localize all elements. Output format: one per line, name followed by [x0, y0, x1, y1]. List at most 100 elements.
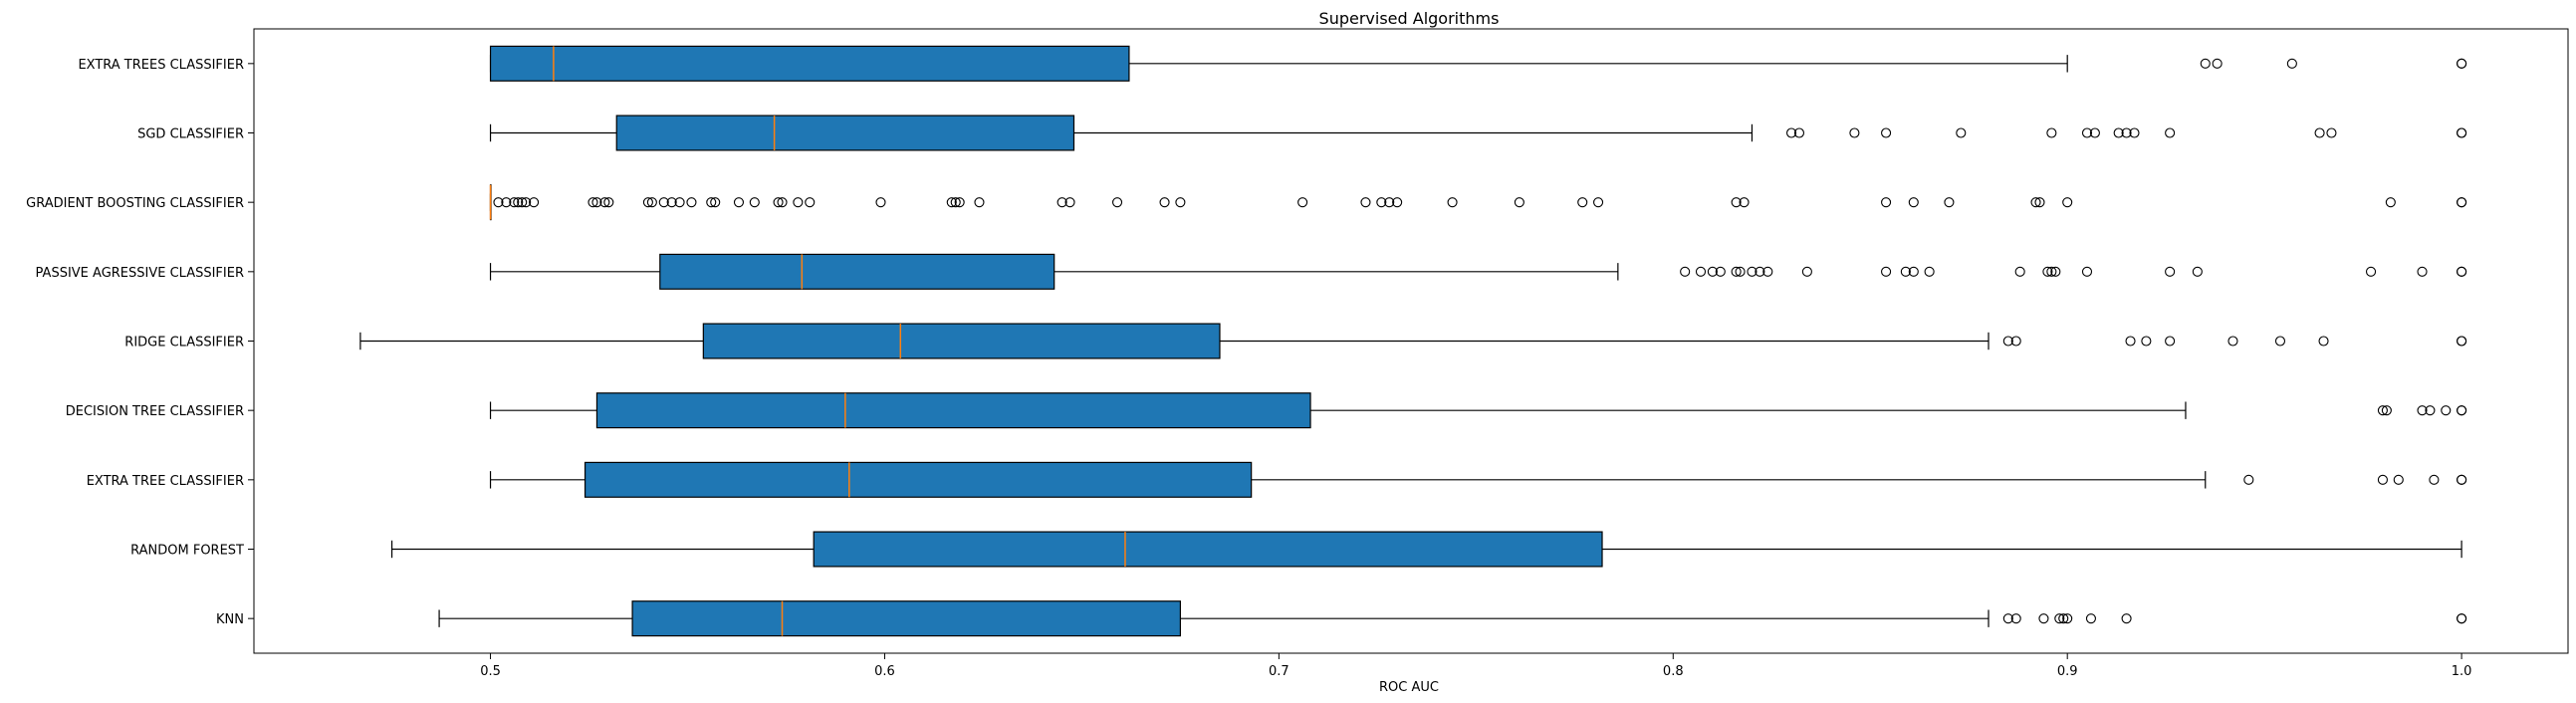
flier-point	[2042, 266, 2053, 277]
x-axis: 0.5 0.6 0.7 0.8 0.9 1.0	[480, 653, 2471, 679]
flier-point	[674, 197, 685, 208]
flier-point	[1793, 127, 1805, 138]
box	[631, 600, 1181, 637]
flier-point	[2441, 405, 2452, 416]
flier-point	[710, 197, 721, 208]
flier-point	[2165, 127, 2176, 138]
flier-point	[1297, 197, 1308, 208]
flier-point	[2381, 405, 2392, 416]
box-group	[390, 531, 2462, 568]
flier-point	[1735, 266, 1746, 277]
flier-point	[666, 197, 677, 208]
flier-point	[2050, 266, 2061, 277]
y-tick-label: EXTRA TREE CLASSIFIER	[87, 474, 244, 489]
flier-point	[1447, 197, 1458, 208]
flier-point	[1731, 266, 1742, 277]
flier-point	[587, 197, 598, 208]
flier-point	[1944, 197, 1955, 208]
x-tick-label: 0.8	[1663, 664, 1684, 679]
flier-point	[2121, 613, 2132, 624]
box-group	[359, 323, 2467, 359]
flier-point	[1056, 197, 1067, 208]
flier-point	[493, 197, 504, 208]
flier-point	[2014, 266, 2025, 277]
flier-point	[1881, 266, 1892, 277]
y-tick-label: EXTRA TREES CLASSIFIER	[78, 58, 244, 73]
flier-point	[1731, 197, 1742, 208]
flier-point	[599, 197, 610, 208]
flier-point	[1739, 197, 1750, 208]
box-group	[489, 461, 2467, 498]
box-group	[489, 45, 2467, 82]
flier-point	[777, 197, 788, 208]
flier-point	[1593, 197, 1604, 208]
flier-point	[2085, 613, 2096, 624]
flier-point	[517, 197, 528, 208]
flier-point	[2192, 266, 2203, 277]
flier-point	[793, 197, 804, 208]
y-tick-label: DECISION TREE CLASSIFIER	[66, 404, 244, 419]
flier-point	[2038, 613, 2049, 624]
box-group	[489, 184, 2467, 221]
flier-point	[1376, 197, 1387, 208]
flier-point	[2089, 127, 2100, 138]
flier-point	[2010, 613, 2021, 624]
flier-point	[1111, 197, 1123, 208]
flier-point	[658, 197, 669, 208]
flier-point	[1956, 127, 1967, 138]
flier-point	[2002, 336, 2013, 347]
flier-point	[1514, 197, 1524, 208]
flier-point	[2393, 474, 2404, 485]
flier-point	[1064, 197, 1075, 208]
flier-point	[1707, 266, 1718, 277]
flier-point	[2030, 197, 2041, 208]
flier-point	[2417, 405, 2428, 416]
x-axis-label: ROC AUC	[1379, 680, 1439, 695]
y-tick-label: PASSIVE AGRESSIVE CLASSIFIER	[36, 266, 244, 281]
box	[659, 253, 1055, 290]
flier-point	[1762, 266, 1773, 277]
flier-point	[686, 197, 697, 208]
flier-point	[2457, 613, 2467, 624]
flier-point	[1384, 197, 1395, 208]
x-tick-label: 0.5	[480, 664, 501, 679]
flier-point	[1786, 127, 1797, 138]
flier-point	[1755, 266, 1765, 277]
flier-point	[2141, 336, 2152, 347]
flier-point	[2081, 127, 2093, 138]
flier-point	[2165, 336, 2176, 347]
boxes-layer	[359, 45, 2467, 637]
flier-point	[2377, 474, 2388, 485]
flier-point	[646, 197, 657, 208]
box	[489, 45, 1130, 82]
flier-point	[2457, 336, 2467, 347]
flier-point	[2457, 405, 2467, 416]
flier-point	[2457, 58, 2467, 69]
flier-point	[2243, 474, 2254, 485]
flier-point	[1801, 266, 1812, 277]
flier-point	[2054, 613, 2065, 624]
y-tick-label: GRADIENT BOOSTING CLASSIFIER	[26, 196, 244, 211]
flier-point	[946, 197, 957, 208]
flier-point	[1715, 266, 1726, 277]
box-group	[438, 600, 2467, 637]
box	[595, 392, 1311, 429]
flier-point	[875, 197, 886, 208]
flier-point	[2457, 474, 2467, 485]
flier-point	[2034, 197, 2045, 208]
flier-point	[1159, 197, 1170, 208]
flier-point	[1881, 127, 1892, 138]
flier-point	[2417, 266, 2428, 277]
flier-point	[2274, 336, 2286, 347]
flier-point	[2425, 405, 2436, 416]
box	[813, 531, 1603, 568]
flier-point	[2125, 336, 2136, 347]
flier-point	[706, 197, 717, 208]
flier-point	[2318, 336, 2329, 347]
flier-point	[2046, 266, 2057, 277]
flier-point	[1680, 266, 1691, 277]
box	[702, 323, 1221, 359]
box-group	[489, 392, 2467, 429]
flier-point	[733, 197, 745, 208]
